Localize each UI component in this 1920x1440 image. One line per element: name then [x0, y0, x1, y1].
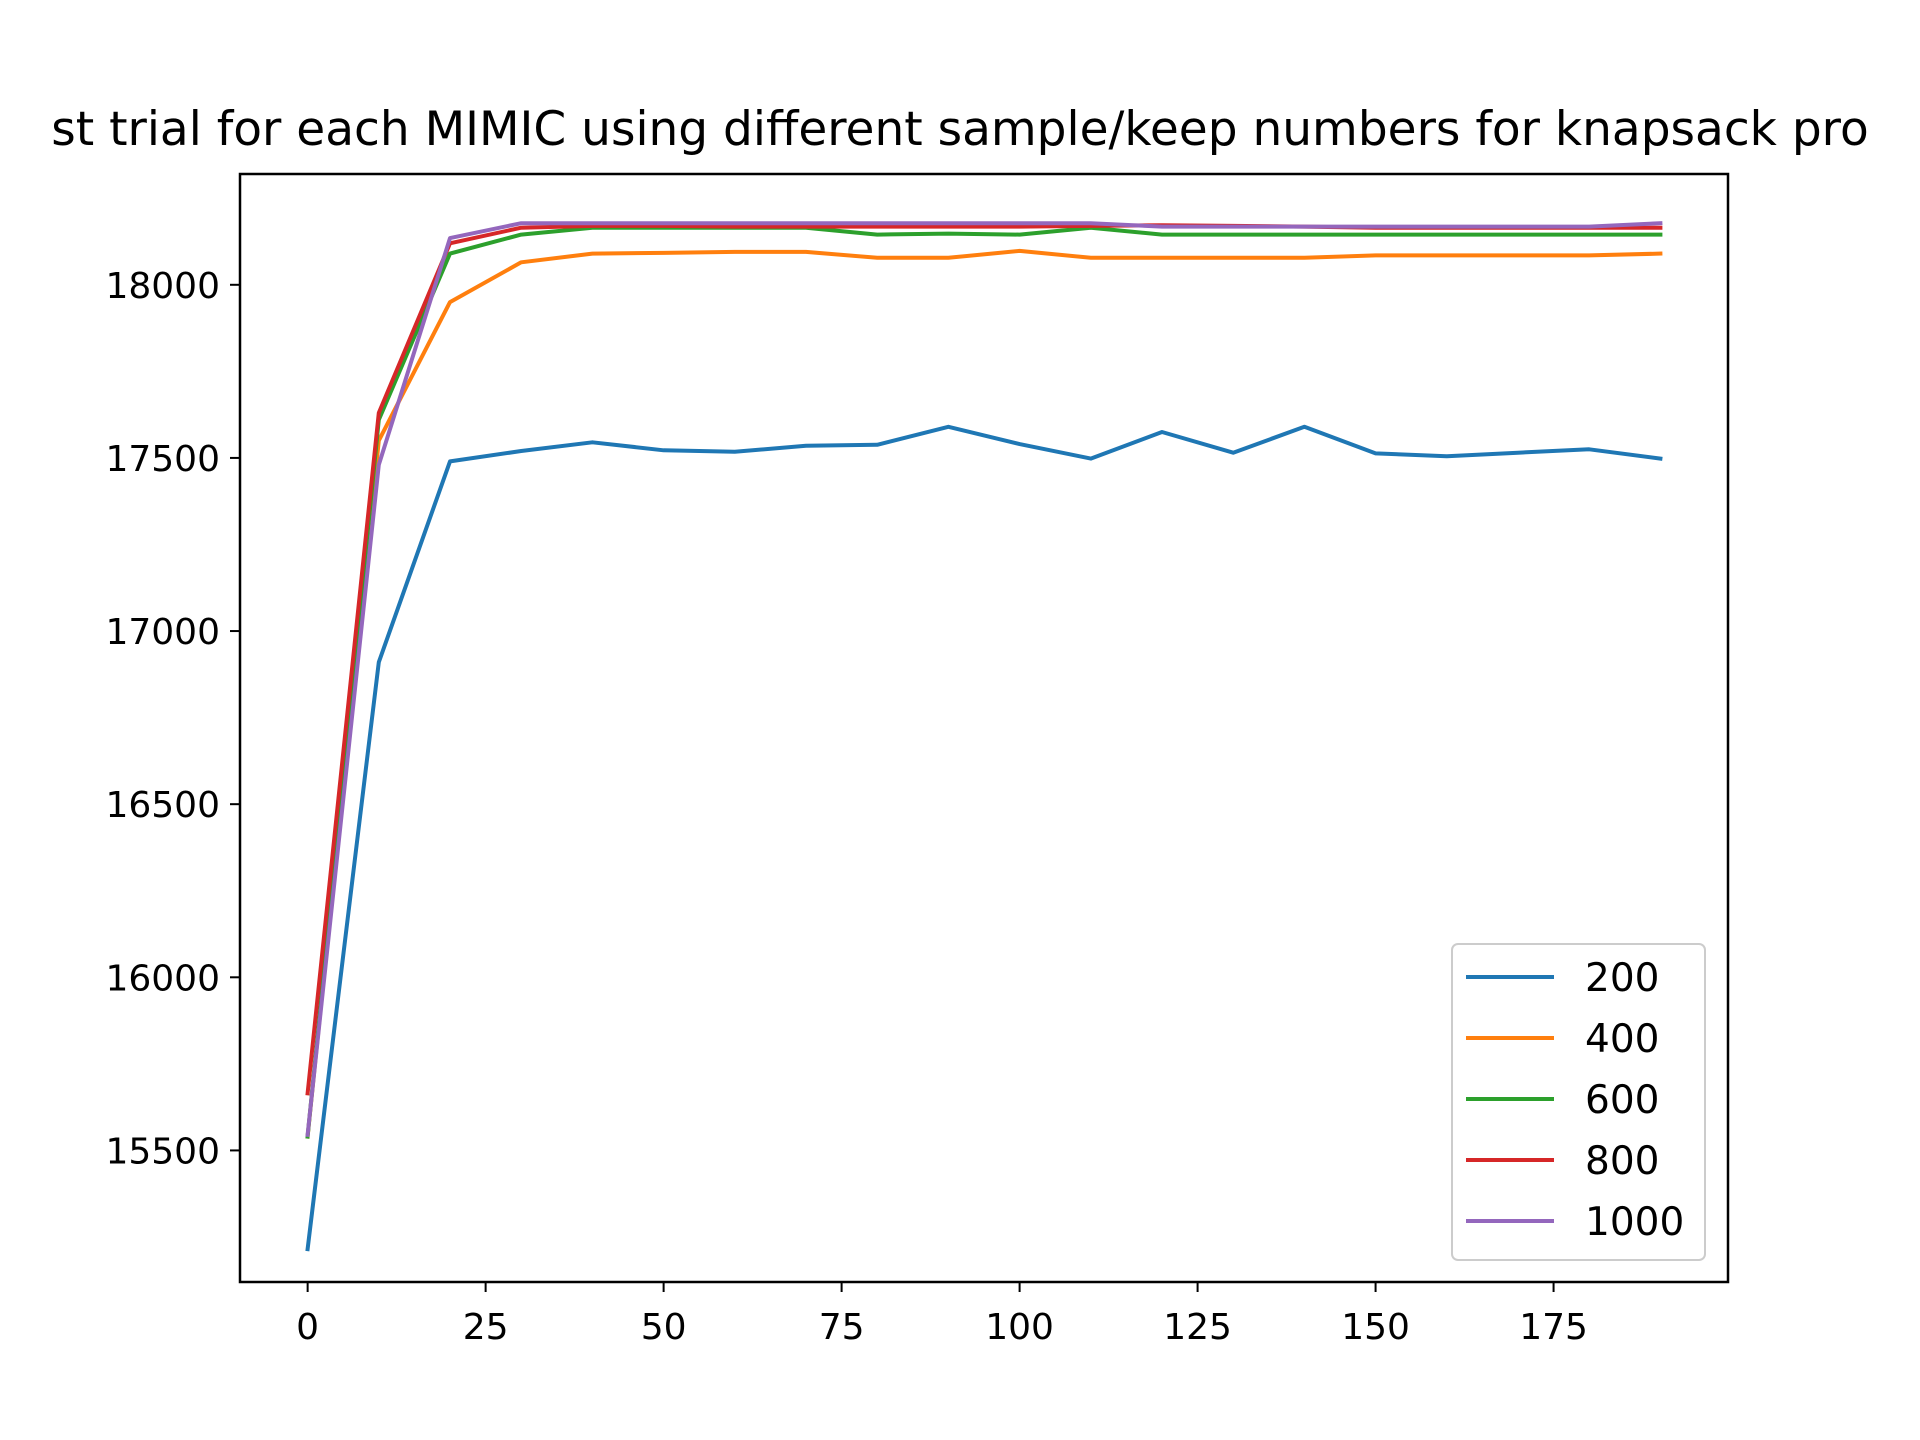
- legend-label-1000: 1000: [1585, 1200, 1684, 1245]
- y-tick-label: 18000: [105, 266, 220, 307]
- legend-label-400: 400: [1585, 1017, 1659, 1062]
- x-tick-label: 75: [819, 1307, 865, 1348]
- x-tick-label: 25: [463, 1307, 509, 1348]
- legend-label-800: 800: [1585, 1139, 1659, 1184]
- series-line-200: [305, 424, 1663, 1252]
- y-tick-label: 15500: [105, 1131, 220, 1172]
- x-tick-label: 0: [296, 1307, 319, 1348]
- plot-area: 0 25 50 75 100 125 150 175 15500 16000 16500 17000 1…: [105, 172, 1730, 1348]
- legend-frame: [1451, 943, 1706, 1261]
- legend-label-200: 200: [1585, 956, 1659, 1001]
- chart-title: st trial for each MIMIC using different …: [51, 102, 1868, 157]
- x-tick-label: 50: [641, 1307, 687, 1348]
- legend: 200 400 600 800 1000: [1451, 943, 1706, 1261]
- y-tick-label: 16500: [105, 785, 220, 826]
- x-tick-label: 125: [1163, 1307, 1232, 1348]
- x-tick-label: 150: [1341, 1307, 1410, 1348]
- y-tick-label: 17500: [105, 439, 220, 480]
- x-tick-label: 100: [985, 1307, 1054, 1348]
- y-tick-label: 16000: [105, 958, 220, 999]
- series-line-400: [305, 248, 1663, 1139]
- series-line-600: [305, 225, 1663, 1139]
- legend-label-600: 600: [1585, 1078, 1659, 1123]
- axes-frame: [238, 172, 1730, 1284]
- x-tick-label: 175: [1519, 1307, 1588, 1348]
- series-line-1000: [305, 221, 1663, 1138]
- y-tick-label: 17000: [105, 612, 220, 653]
